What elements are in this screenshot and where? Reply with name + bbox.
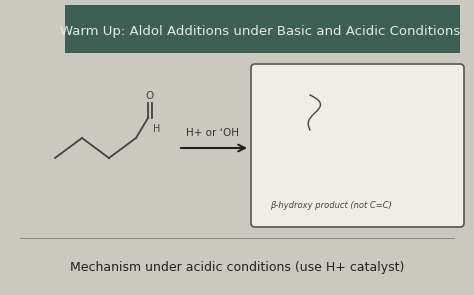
Text: Warm Up: Aldol Additions under Basic and Acidic Conditions: Warm Up: Aldol Additions under Basic and… bbox=[60, 24, 460, 37]
FancyBboxPatch shape bbox=[65, 5, 460, 53]
Text: β-hydroxy product (not C=C): β-hydroxy product (not C=C) bbox=[270, 201, 392, 210]
Text: O: O bbox=[146, 91, 154, 101]
FancyBboxPatch shape bbox=[251, 64, 464, 227]
Text: Mechanism under acidic conditions (use H+ catalyst): Mechanism under acidic conditions (use H… bbox=[70, 261, 404, 275]
Text: H+ or ʻOH: H+ or ʻOH bbox=[186, 128, 239, 138]
Text: H: H bbox=[153, 124, 160, 134]
